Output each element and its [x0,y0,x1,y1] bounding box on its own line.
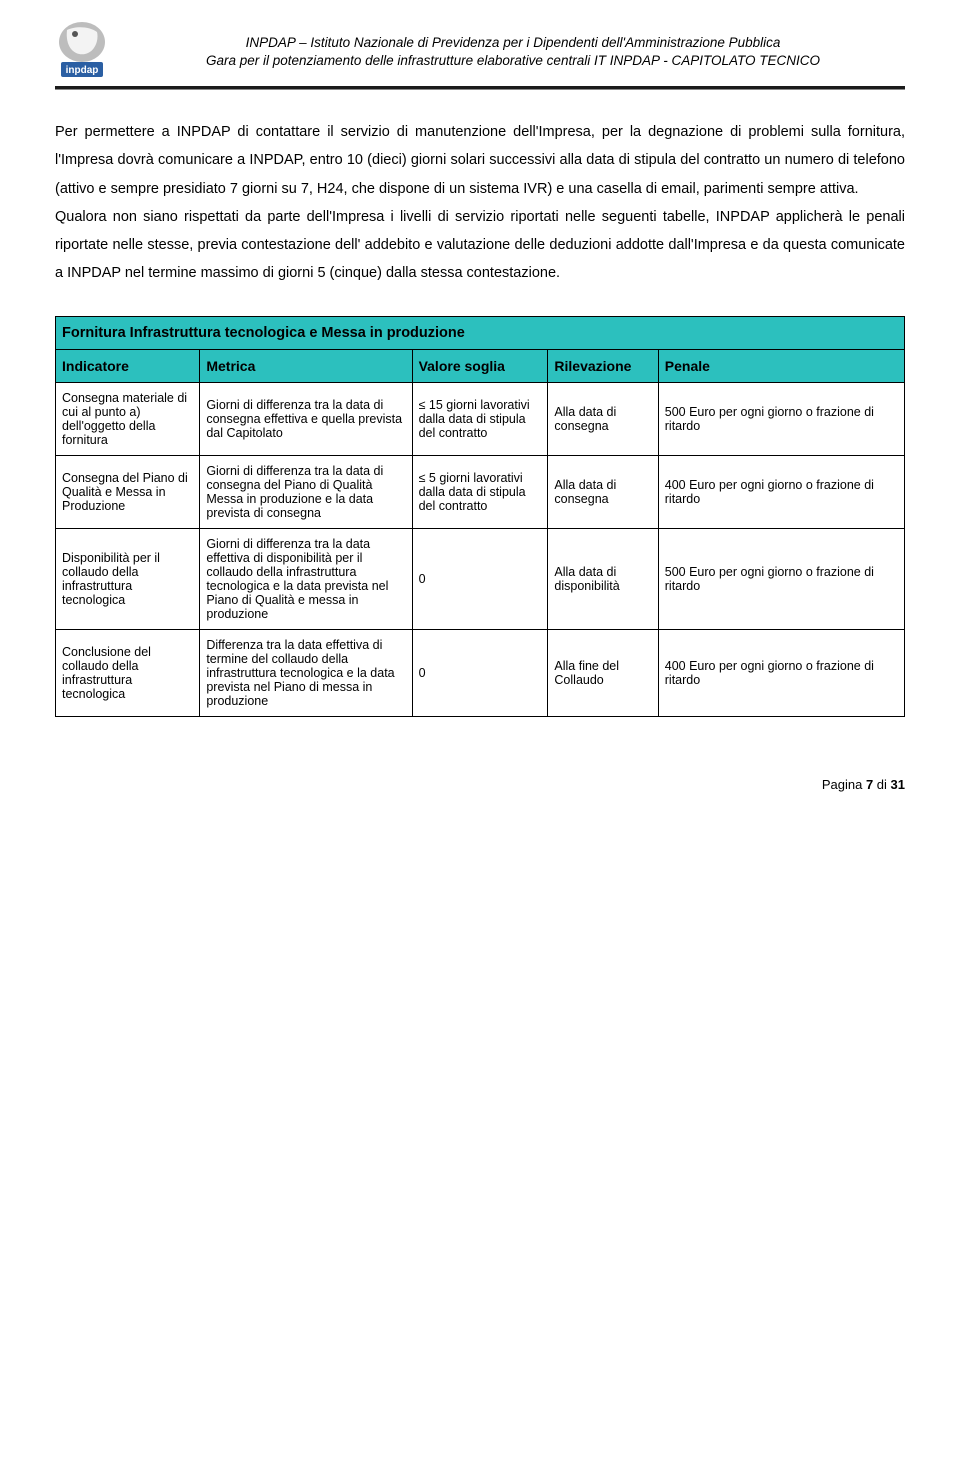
col-header-rilevazione: Rilevazione [548,349,658,382]
svg-text:inpdap: inpdap [66,65,99,76]
cell-indicatore: Consegna del Piano di Qualità e Messa in… [56,455,200,528]
table-row: Consegna del Piano di Qualità e Messa in… [56,455,905,528]
cell-valore: 0 [412,629,548,716]
cell-metrica: Differenza tra la data effettiva di term… [200,629,412,716]
cell-indicatore: Disponibilità per il collaudo della infr… [56,528,200,629]
cell-penale: 500 Euro per ogni giorno o frazione di r… [658,528,904,629]
cell-metrica: Giorni di differenza tra la data effetti… [200,528,412,629]
page-footer: Pagina 7 di 31 [55,777,905,792]
col-header-penale: Penale [658,349,904,382]
cell-rilevazione: Alla data di disponibilità [548,528,658,629]
penalties-table: Fornitura Infrastruttura tecnologica e M… [55,316,905,717]
cell-rilevazione: Alla data di consegna [548,455,658,528]
col-header-valore: Valore soglia [412,349,548,382]
col-header-indicatore: Indicatore [56,349,200,382]
header-text: INPDAP – Istituto Nazionale di Previdenz… [121,20,905,70]
table-row: Conclusione del collaudo della infrastru… [56,629,905,716]
cell-penale: 500 Euro per ogni giorno o frazione di r… [658,382,904,455]
inpdap-logo: inpdap [55,20,109,80]
cell-rilevazione: Alla fine del Collaudo [548,629,658,716]
cell-metrica: Giorni di differenza tra la data di cons… [200,455,412,528]
cell-valore: 0 [412,528,548,629]
cell-rilevazione: Alla data di consegna [548,382,658,455]
paragraph-1: Per permettere a INPDAP di contattare il… [55,118,905,203]
cell-penale: 400 Euro per ogni giorno o frazione di r… [658,629,904,716]
page-total: 31 [891,777,905,792]
cell-indicatore: Consegna materiale di cui al punto a) de… [56,382,200,455]
cell-valore: ≤ 5 giorni lavorativi dalla data di stip… [412,455,548,528]
page-label-prefix: Pagina [822,777,866,792]
header-rule [55,86,905,90]
paragraph-2: Qualora non siano rispettati da parte de… [55,203,905,288]
header-doc-line: Gara per il potenziamento delle infrastr… [121,52,905,70]
col-header-metrica: Metrica [200,349,412,382]
page-sep: di [873,777,890,792]
cell-indicatore: Conclusione del collaudo della infrastru… [56,629,200,716]
header-org-line: INPDAP – Istituto Nazionale di Previdenz… [121,34,905,52]
table-row: Consegna materiale di cui al punto a) de… [56,382,905,455]
document-header: inpdap INPDAP – Istituto Nazionale di Pr… [55,20,905,80]
table-row: Disponibilità per il collaudo della infr… [56,528,905,629]
table-title: Fornitura Infrastruttura tecnologica e M… [56,316,905,349]
body-text: Per permettere a INPDAP di contattare il… [55,118,905,288]
cell-metrica: Giorni di differenza tra la data di cons… [200,382,412,455]
cell-penale: 400 Euro per ogni giorno o frazione di r… [658,455,904,528]
cell-valore: ≤ 15 giorni lavorativi dalla data di sti… [412,382,548,455]
